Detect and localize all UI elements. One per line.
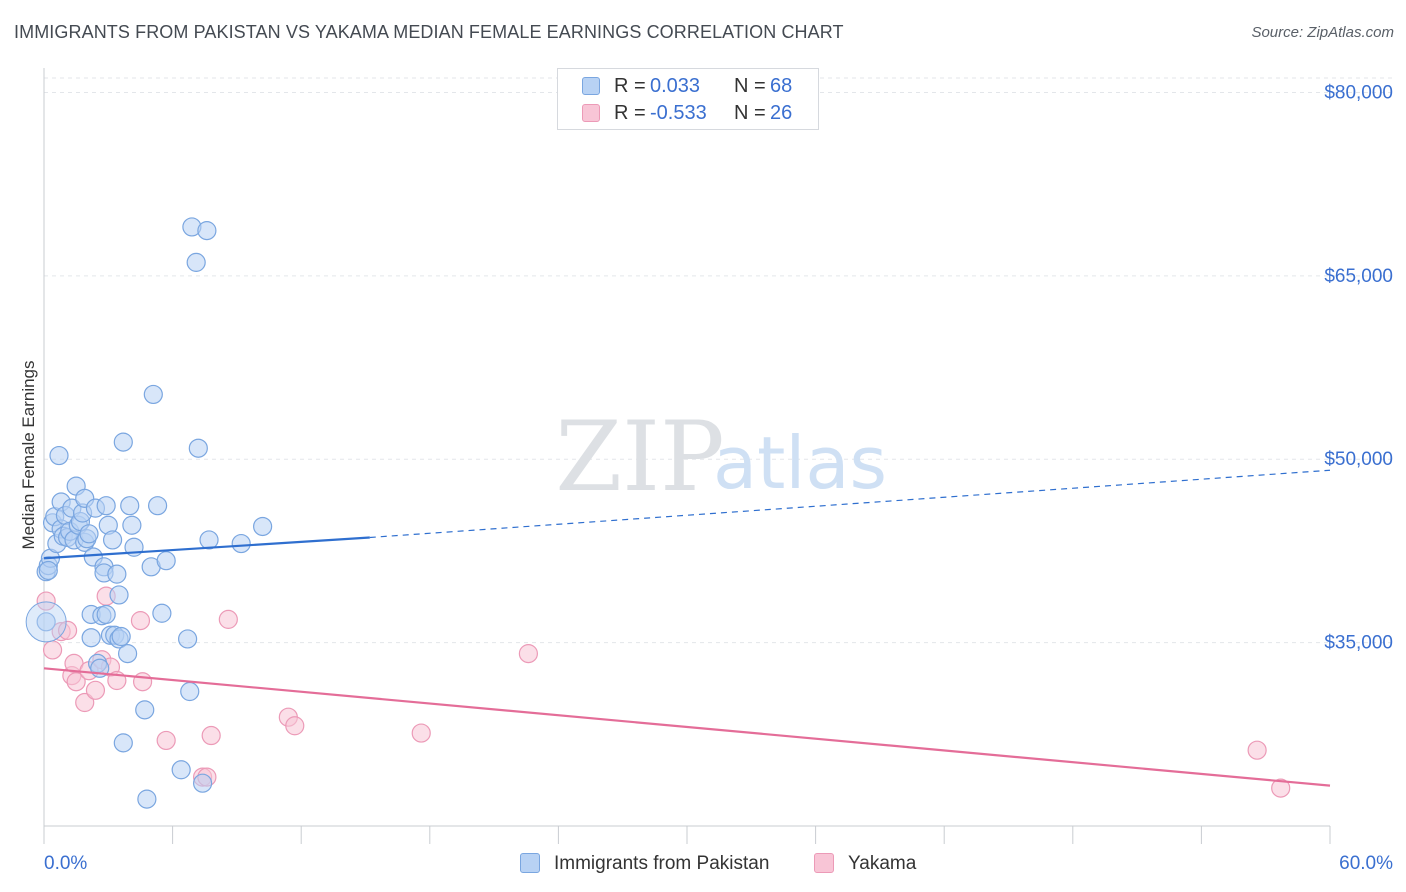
pakistan-point [253,516,273,537]
yakama-point [57,620,78,640]
r-label: R = [614,102,646,124]
gridlines [44,77,1392,644]
pakistan-point [111,626,131,647]
pakistan-point [113,733,133,753]
watermark: ZIP atlas [555,401,887,513]
pakistan-point [188,438,208,458]
series-legend: Immigrants from Pakistan Yakama [0,850,1406,878]
pakistan-point [147,496,168,516]
pakistan-points [25,217,273,809]
n-label: N = [734,102,766,124]
pakistan-point [152,603,172,623]
yakama-point [411,723,431,743]
y-tick-label: $50,000 [1324,449,1393,470]
pakistan-point [109,585,129,605]
n-value: 68 [770,75,793,97]
yakama-point [201,725,221,746]
pakistan-point [117,644,138,664]
x-axis-tick-labels: 0.0% 60.0% [44,853,1393,874]
pakistan-point [96,496,116,516]
pakistan-point [107,564,127,584]
pakistan-point [102,530,123,550]
pakistan-point [193,773,213,793]
yakama-point [66,672,86,692]
x-tick-label: 0.0% [44,853,87,874]
yakama-point [85,680,106,700]
pakistan-point [137,789,157,809]
stats-row-pakistan: R = 0.033 N = 68 [558,73,818,99]
n-value: 26 [770,102,793,124]
yakama-point [156,730,176,751]
yakama-point [218,609,238,629]
pakistan-point [231,533,251,554]
pakistan-point [186,252,206,272]
pakistan-point [143,384,163,405]
yakama-point [1271,778,1291,798]
pakistan-point [171,760,191,780]
pakistan-point [49,445,69,466]
chart-title: IMMIGRANTS FROM PAKISTAN VS YAKAMA MEDIA… [14,22,844,42]
pakistan-point [178,629,198,649]
x-tick-label: 60.0% [1339,853,1393,874]
yakama-point [132,672,153,692]
pakistan-point [156,551,176,571]
stats-row-yakama: R = -0.533 N = 26 [558,100,818,126]
y-tick-label: $65,000 [1324,266,1393,287]
y-tick-label: $35,000 [1324,633,1393,654]
yakama-point [75,692,95,713]
yakama-point [36,591,56,611]
y-axis-tick-labels: $35,000 $50,000 $65,000 $80,000 [1324,82,1393,653]
yakama-point [130,611,151,631]
pakistan-point [36,612,56,632]
pakistan-point [122,515,142,535]
pakistan-point [199,530,219,550]
pakistan-swatch [582,77,600,95]
stats-legend: R = 0.033 N = 68 R = -0.533 N = 26 [557,68,819,130]
r-value: -0.533 [650,102,707,124]
yakama-point [1247,740,1267,760]
pakistan-swatch [520,853,540,873]
r-value: 0.033 [650,75,701,97]
y-axis-label: Median Female Earnings [19,361,38,550]
legend-label: Yakama [848,853,917,874]
yakama-point [285,716,305,736]
trend-lines [43,469,1331,787]
pakistan-point [120,496,140,516]
y-tick-label: $80,000 [1324,82,1393,103]
pakistan-point [113,432,133,452]
legend-label: Immigrants from Pakistan [554,853,770,874]
watermark-atlas: atlas [713,421,887,505]
pakistan-point-cluster [25,601,67,643]
yakama-swatch [814,853,834,873]
pakistan-trend-line [43,536,370,560]
pakistan-point [38,560,58,581]
watermark-zip: ZIP [555,401,724,513]
axes [43,68,1331,844]
pakistan-point [96,604,116,625]
pakistan-point [135,700,155,720]
pakistan-point [79,524,99,544]
pakistan-point [180,681,200,702]
yakama-point [518,644,538,664]
n-label: N = [734,75,766,97]
r-label: R = [614,75,646,97]
yakama-swatch [582,104,600,122]
yakama-point [42,640,63,660]
chart-source: Source: ZipAtlas.com [1251,24,1394,41]
yakama-trend-line [43,667,1331,787]
pakistan-point [197,221,217,241]
pakistan-point [81,628,101,648]
